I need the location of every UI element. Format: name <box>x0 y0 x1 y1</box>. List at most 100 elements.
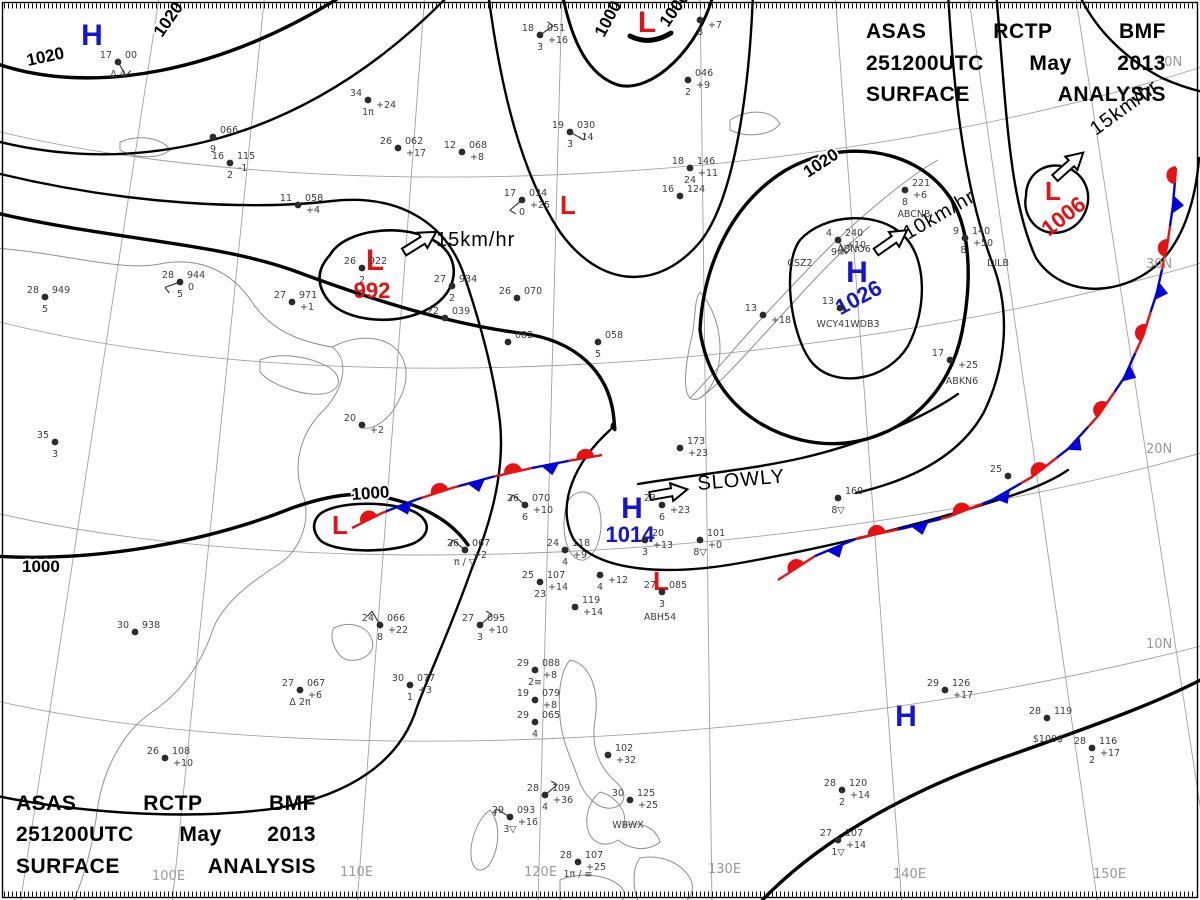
station-tendency: +14 <box>583 607 603 618</box>
station-pressure: 088 <box>542 658 560 669</box>
station-pressure: 066 <box>387 613 405 624</box>
station-plot: 30 077+3 1 <box>392 673 435 703</box>
station-pressure: 030 <box>577 120 595 131</box>
station-temperature: 11 <box>280 193 292 204</box>
station-weather: 1π <box>362 107 374 118</box>
station-plot: 11 058+4 <box>280 193 323 216</box>
station-weather: 6 <box>659 512 665 523</box>
isobar <box>0 172 503 816</box>
station-tendency: +6 <box>913 190 927 201</box>
station-weather: 8. <box>960 245 969 256</box>
station-pressure: 068 <box>469 140 487 151</box>
station-pressure: 046 <box>695 68 713 79</box>
station-plot: 17 +25 <box>932 348 978 371</box>
front-line-segment <box>1087 391 1116 428</box>
station-circle <box>604 751 612 759</box>
station-temperature: 30 <box>612 788 624 799</box>
pressure-center-low: L <box>560 190 576 220</box>
isobar <box>312 502 429 552</box>
isobar <box>318 229 455 321</box>
title-block-bottom-left: ASAS RCTP BMF 251200UTC May 2013 SURFACE… <box>16 788 316 883</box>
station-circle <box>536 31 544 39</box>
warm-front-symbol <box>576 448 595 460</box>
isobar <box>854 0 1006 495</box>
station-pressure: 095 <box>487 613 505 624</box>
station-circle <box>946 356 954 364</box>
wind-barb-tick <box>366 610 373 617</box>
station-plot: 29 126+17 <box>927 678 973 701</box>
station-plot: 13 <box>822 296 844 312</box>
parallel-line <box>0 645 1200 742</box>
station-weather: 6 <box>522 512 528 523</box>
isobar <box>565 428 1070 572</box>
cold-front-symbol <box>541 462 560 476</box>
station-pressure: 067 <box>307 678 325 689</box>
station-pressure: 116 <box>1099 736 1117 747</box>
pressure-center-low: L <box>638 6 656 39</box>
station-pressure: 115 <box>237 151 255 162</box>
isobar <box>1024 164 1090 235</box>
station-weather: 1▽ <box>831 847 845 858</box>
wind-barb-tick <box>547 21 554 27</box>
isobar-value-label: 1000 <box>351 482 390 504</box>
station-temperature: 16 <box>662 184 674 195</box>
station-circle <box>941 686 949 694</box>
station-plot: 27 067+6Δ 2π <box>282 678 325 708</box>
station-plot: 16 124 <box>662 184 705 200</box>
pressure-center-value: 992 <box>354 278 391 303</box>
cold-front-symbol <box>911 521 929 535</box>
station-tendency: 0 <box>188 282 194 293</box>
station-temperature: 26 <box>507 493 519 504</box>
station-weather: 3 <box>477 632 483 643</box>
station-pressure: 093 <box>517 805 535 816</box>
warm-front-symbol <box>1030 462 1047 477</box>
wind-barb-tick <box>494 808 497 816</box>
station-circle <box>504 338 512 346</box>
front-line-segment <box>385 496 423 513</box>
cold-front-symbol <box>1067 436 1082 451</box>
station-temperature: 27 <box>644 580 656 591</box>
station-tendency: +9 <box>696 80 710 91</box>
chart-type-line: SURFACE ANALYSIS <box>866 83 1166 106</box>
station-temperature: 29 <box>492 805 504 816</box>
station-weather: 2 <box>449 293 455 304</box>
station-weather: 3 <box>659 599 665 610</box>
station-id-label: ABNO6 <box>837 244 871 255</box>
station-temperature: 28 <box>162 270 174 281</box>
stationary-front <box>351 448 603 530</box>
station-circle <box>596 571 604 579</box>
station-tendency: +4 <box>306 205 320 216</box>
station-tendency: +16 <box>518 817 538 828</box>
stationary-front <box>777 166 1185 582</box>
station-temperature: 26 <box>147 746 159 757</box>
station-circle <box>834 494 842 502</box>
station-circle <box>541 791 549 799</box>
station-tendency: +25 <box>958 360 978 371</box>
station-weather: 2 <box>227 170 233 181</box>
station-temperature: 17 <box>932 348 944 359</box>
station-pressure: 109 <box>552 783 570 794</box>
wind-barb-tick <box>485 610 493 616</box>
station-temperature: 9 <box>953 226 959 237</box>
station-plot: 29 088+82≡ <box>517 658 560 688</box>
station-weather: 2≡ <box>528 677 542 688</box>
station-tendency: +17 <box>1100 748 1120 759</box>
station-circle <box>458 148 466 156</box>
movement-arrow: SLOWLY <box>648 465 786 503</box>
movement-label: 15km/hr <box>436 229 515 251</box>
station-temperature: 24 <box>547 538 559 549</box>
station-weather: 1 <box>407 692 413 703</box>
station-tendency: +25 <box>638 800 658 811</box>
station-temperature: 27 <box>462 613 474 624</box>
chart-id-line: ASAS RCTP BMF <box>866 20 1166 43</box>
station-id-label: DILB <box>987 258 1009 269</box>
station-plot: 30 938 <box>117 620 160 636</box>
station-temperature: 27 <box>434 274 446 285</box>
station-weather: 5 <box>595 349 601 360</box>
geo-labels: 40N 30N 20N 10N 100E 110E 120E 130E 140E 150E <box>152 55 1182 884</box>
coastline <box>331 624 374 661</box>
cold-front-symbol <box>467 478 485 492</box>
station-tendency: +6 <box>308 690 322 701</box>
station-circle <box>506 813 514 821</box>
station-pressure: 944 <box>187 270 205 281</box>
